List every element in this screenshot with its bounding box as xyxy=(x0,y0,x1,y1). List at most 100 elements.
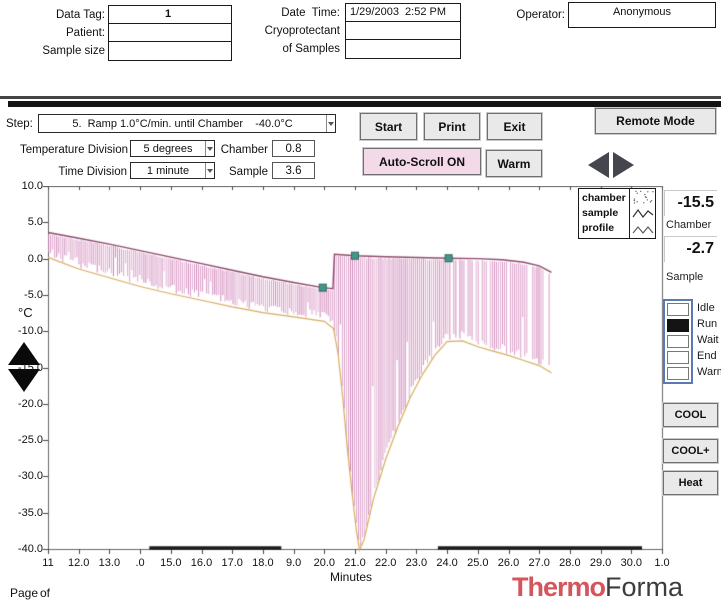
status-box-idle xyxy=(667,303,689,316)
x-tick-label: 20.0 xyxy=(314,557,335,569)
x-axis-labels: 1112.013.0.015.016.017.018.09.020.021.02… xyxy=(42,557,721,571)
data-tag-label: Data Tag: xyxy=(18,9,105,21)
x-tick-label: 29.0 xyxy=(590,557,611,569)
remote-mode-button[interactable]: Remote Mode xyxy=(595,108,716,134)
patient-field[interactable] xyxy=(109,24,231,42)
chamber-temp-readout: -15.5 xyxy=(664,190,717,216)
y-tick-label: -30.0 xyxy=(18,470,43,482)
y-tick-label: -10.0 xyxy=(18,325,43,337)
sample-size-label: Sample size xyxy=(18,45,105,57)
x-axis-unit-label: Minutes xyxy=(330,570,372,584)
x-tick-label: 1.0 xyxy=(654,557,669,569)
exit-button[interactable]: Exit xyxy=(487,113,542,140)
y-tick-label: -40.0 xyxy=(18,543,43,555)
x-tick-label: 16.0 xyxy=(191,557,212,569)
warm-button[interactable]: Warm xyxy=(486,150,542,177)
legend-item-sample: sample xyxy=(582,206,626,221)
x-tick-label: 15.0 xyxy=(160,557,181,569)
time-division-combo[interactable]: 1 minute xyxy=(130,162,215,179)
y-tick-label: 0.0 xyxy=(28,253,43,265)
status-box-end xyxy=(667,351,689,364)
sample-division-label: Sample xyxy=(210,166,268,178)
x-tick-label: 18.0 xyxy=(252,557,273,569)
of-samples-label: of Samples xyxy=(248,43,340,55)
start-button[interactable]: Start xyxy=(360,113,417,140)
divider-bar-top xyxy=(0,96,721,99)
x-tick-label: 12.0 xyxy=(68,557,89,569)
freezer-control-window: Data Tag: Patient: Sample size 1 Date Ti… xyxy=(0,0,721,604)
y-tick-label: -35.0 xyxy=(18,507,43,519)
patient-info-fields: 1 xyxy=(108,5,232,61)
cool-plus-button[interactable]: COOL+ xyxy=(663,439,718,463)
y-tick-label: -15.0 xyxy=(18,362,43,374)
heat-button[interactable]: Heat xyxy=(663,471,718,495)
y-tick-label: 5.0 xyxy=(28,216,43,228)
thermo-forma-logo: ThermoForma xyxy=(512,572,683,603)
data-tag-field[interactable]: 1 xyxy=(109,6,231,24)
y-tick-label: -5.0 xyxy=(24,289,43,301)
divider-bar xyxy=(8,101,721,107)
cryoprotectant-label: Cryoprotectant xyxy=(248,25,340,37)
status-box-run xyxy=(667,319,689,332)
x-tick-label: 9.0 xyxy=(286,557,301,569)
date-time-field[interactable]: 1/29/2003 2:52 PM xyxy=(346,4,460,22)
x-tick-label: 22.0 xyxy=(375,557,396,569)
y-axis-labels: 10.05.00.0-5.0-10.0-15.0-20.0-25.0-30.0-… xyxy=(0,186,46,558)
y-tick-label: -20.0 xyxy=(18,398,43,410)
x-tick-label: 26.0 xyxy=(498,557,519,569)
of-samples-field[interactable] xyxy=(346,40,460,58)
profile-swatch-icon xyxy=(630,222,655,238)
brand-secondary: Forma xyxy=(605,572,683,602)
run-status-indicator: IdleRunWaitEndWarm xyxy=(663,299,721,384)
chamber-division-label: Chamber xyxy=(210,144,268,156)
run-info-fields: 1/29/2003 2:52 PM xyxy=(345,3,461,59)
x-tick-label: 27.0 xyxy=(528,557,549,569)
cryoprotectant-field[interactable] xyxy=(346,22,460,40)
time-division-label: Time Division xyxy=(20,166,127,178)
x-tick-label: 24.0 xyxy=(436,557,457,569)
step-label: Step: xyxy=(6,118,33,130)
step-combo[interactable]: 5. Ramp 1.0°C/min. until Chamber -40.0°C xyxy=(38,114,336,133)
status-label-run: Run xyxy=(697,317,721,333)
sample-division-field[interactable]: 3.6 xyxy=(272,162,315,179)
x-tick-label: 25.0 xyxy=(467,557,488,569)
x-tick-label: 28.0 xyxy=(559,557,580,569)
scroll-right-icon[interactable] xyxy=(613,152,634,178)
brand-primary: Thermo xyxy=(512,572,605,602)
legend-item-chamber: chamber xyxy=(582,191,626,206)
x-tick-label: .0 xyxy=(136,557,145,569)
status-label-end: End xyxy=(697,349,721,365)
time-division-value: 1 minute xyxy=(131,165,205,177)
page-label: Page xyxy=(10,586,38,600)
dropdown-arrow-icon[interactable] xyxy=(326,115,335,132)
chart-legend: chambersampleprofile xyxy=(578,188,656,239)
temperature-division-value: 5 degrees xyxy=(131,143,205,155)
sample-temp-readout: -2.7 xyxy=(664,236,717,262)
scroll-left-icon[interactable] xyxy=(588,152,609,178)
y-tick-label: 10.0 xyxy=(22,180,43,192)
sample-swatch-icon xyxy=(630,205,655,221)
status-box-warm xyxy=(667,367,689,380)
status-label-wait: Wait xyxy=(697,333,721,349)
operator-label: Operator: xyxy=(505,9,565,21)
operator-field[interactable]: Anonymous xyxy=(568,2,716,28)
sample-size-field[interactable] xyxy=(109,42,231,60)
print-button[interactable]: Print xyxy=(424,113,480,140)
legend-item-profile: profile xyxy=(582,221,626,236)
x-tick-label: 17.0 xyxy=(221,557,242,569)
x-tick-label: 11 xyxy=(42,557,53,569)
cool-button[interactable]: COOL xyxy=(663,403,718,427)
auto-scroll-button[interactable]: Auto-Scroll ON xyxy=(363,148,481,175)
x-tick-label: 23.0 xyxy=(406,557,427,569)
status-label-idle: Idle xyxy=(697,301,721,317)
sample-readout-label: Sample xyxy=(666,271,703,283)
chamber-division-field[interactable]: 0.8 xyxy=(272,140,315,157)
page-of-label: of xyxy=(40,586,50,600)
patient-label: Patient: xyxy=(18,27,105,39)
step-combo-value: 5. Ramp 1.0°C/min. until Chamber -40.0°C xyxy=(39,118,326,130)
x-tick-label: 21.0 xyxy=(344,557,365,569)
temperature-division-combo[interactable]: 5 degrees xyxy=(130,140,215,157)
date-time-label: Date Time: xyxy=(248,7,340,19)
status-box-wait xyxy=(667,335,689,348)
y-tick-label: -25.0 xyxy=(18,434,43,446)
